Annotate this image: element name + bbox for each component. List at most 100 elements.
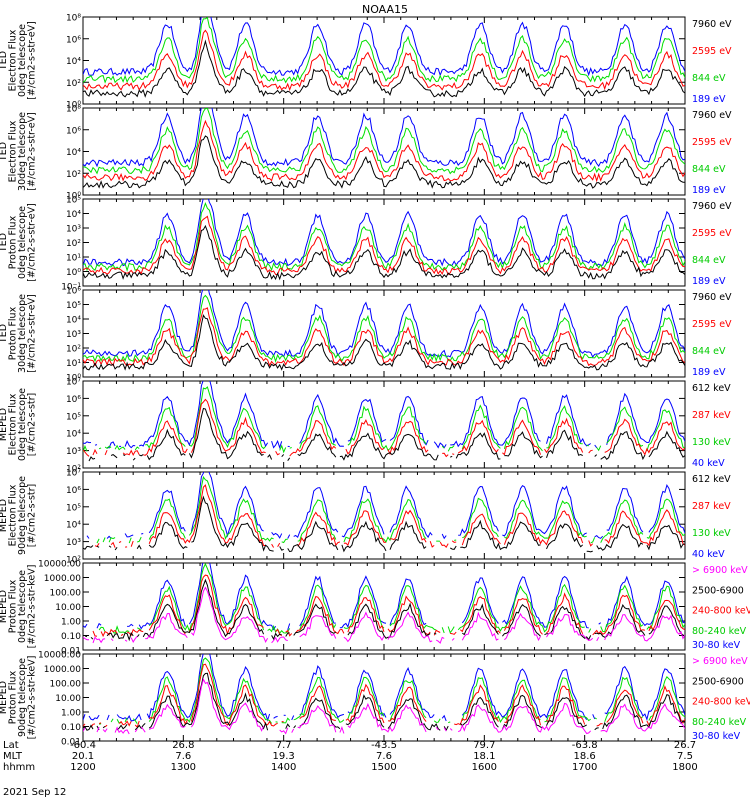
y-tick-label: 10⁸ bbox=[66, 14, 81, 24]
series-trace bbox=[83, 495, 685, 553]
y-axis-label: TEDElectron Flux30deg telescope[#/cm2-s-… bbox=[0, 112, 38, 191]
legend-entry: 189 eV bbox=[692, 276, 726, 287]
legend-entry: 240-800 keV bbox=[692, 606, 750, 617]
y-tick-label: 0.01 bbox=[61, 647, 81, 657]
panel-4: 10⁰ 10¹ 10² 10³ 10⁴ 10⁵ 10⁶ TEDProton Flux30deg… bbox=[0, 287, 732, 384]
y-tick-label: 10⁰ bbox=[66, 374, 81, 384]
y-tick-label: 0.10 bbox=[61, 723, 81, 733]
series-trace bbox=[83, 398, 685, 458]
series-trace bbox=[83, 290, 685, 358]
y-axis-label-line: [#/cm2-s-str-eV] bbox=[27, 203, 38, 282]
y-tick-label: 10¹ bbox=[66, 359, 81, 369]
series-trace bbox=[83, 381, 685, 450]
panel-2: 10⁰ 10² 10⁴ 10⁶ 10⁸ TEDElectron Flux30deg tel… bbox=[0, 105, 732, 202]
y-axis-label-line: Proton Flux bbox=[8, 670, 19, 724]
y-tick-label: 10⁵ bbox=[66, 301, 81, 311]
legend-entry: 130 keV bbox=[692, 528, 731, 539]
y-tick-label: 1.00 bbox=[61, 709, 81, 719]
y-axis-label: TEDProton Flux30deg telescope[#/cm2-s-st… bbox=[0, 294, 38, 373]
footer-cell: 19.3 bbox=[273, 751, 295, 762]
footer-cell: 1200 bbox=[70, 762, 95, 773]
footer-cell: 7.7 bbox=[276, 740, 292, 751]
y-tick-label: 10² bbox=[66, 79, 81, 89]
legend-entry: > 6900 keV bbox=[692, 565, 748, 576]
legend-entry: 7960 eV bbox=[692, 201, 732, 212]
footer-row-label: Lat bbox=[3, 740, 19, 751]
y-tick-label: 10⁵ bbox=[66, 503, 81, 513]
y-axis-label-line: Proton Flux bbox=[8, 579, 19, 633]
y-axis-label-line: TED bbox=[0, 233, 9, 253]
y-tick-label: 10.00 bbox=[55, 694, 81, 704]
series-trace bbox=[83, 314, 685, 371]
y-tick-label: 10⁵ bbox=[66, 196, 81, 206]
series-trace bbox=[84, 578, 685, 642]
series-trace bbox=[83, 29, 685, 92]
footer-cell: -60.4 bbox=[70, 740, 96, 751]
y-tick-label: 10⁴ bbox=[66, 210, 81, 220]
footer-cell: 1700 bbox=[572, 762, 597, 773]
y-axis-label-line: TED bbox=[0, 51, 9, 71]
y-axis-label-line: [#/cm2-s-str-eV] bbox=[27, 21, 38, 100]
footer-row-label: hhmm bbox=[3, 762, 35, 773]
series-trace bbox=[83, 386, 685, 454]
y-axis-label-line: MEPED bbox=[0, 499, 9, 532]
legend-entry: 612 keV bbox=[692, 474, 731, 485]
footer-cell: -63.8 bbox=[572, 740, 598, 751]
y-axis-label-line: MEPED bbox=[0, 408, 9, 441]
footer-cell: 7.6 bbox=[376, 751, 392, 762]
series-trace bbox=[83, 294, 685, 363]
panel-frame bbox=[82, 16, 686, 105]
legend-entry: 7960 eV bbox=[692, 110, 732, 121]
footer-cell: 18.1 bbox=[473, 751, 495, 762]
y-axis-label-line: 30deg telescope bbox=[17, 112, 28, 191]
y-tick-label: 10⁰ bbox=[66, 192, 81, 202]
footer-cell: 79.7 bbox=[473, 740, 495, 751]
y-tick-label: 0.01 bbox=[61, 738, 81, 748]
series-trace bbox=[83, 17, 685, 77]
legend-entry: 844 eV bbox=[692, 164, 726, 175]
y-tick-label: 10⁻¹ bbox=[61, 283, 81, 293]
legend-entry: 189 eV bbox=[692, 185, 726, 196]
legend-entry: 130 keV bbox=[692, 437, 731, 448]
y-axis-label-line: TED bbox=[0, 324, 9, 344]
y-tick-label: 10000.00 bbox=[38, 651, 81, 661]
figure-title: NOAA15 bbox=[362, 3, 408, 16]
y-axis-label-line: 90deg telescope bbox=[17, 476, 28, 555]
series-trace bbox=[83, 586, 685, 644]
y-tick-label: 10⁶ bbox=[66, 126, 81, 136]
series-trace bbox=[83, 108, 685, 175]
series-trace bbox=[94, 484, 685, 549]
series-trace bbox=[83, 654, 685, 722]
legend-entry: 80-240 keV bbox=[692, 717, 747, 728]
y-axis-label-line: Proton Flux bbox=[8, 215, 19, 269]
panel-frame bbox=[82, 471, 686, 560]
panel-8: 0.010.101.0010.00100.001000.0010000.00ME… bbox=[0, 651, 750, 748]
footer-cell: 1800 bbox=[672, 762, 697, 773]
footer-cell: 7.5 bbox=[677, 751, 693, 762]
y-tick-label: 10⁴ bbox=[66, 57, 81, 67]
y-tick-label: 10¹ bbox=[66, 254, 81, 264]
footer-cell: 20.1 bbox=[72, 751, 94, 762]
footer-cell: 26.7 bbox=[674, 740, 696, 751]
legend-entry: 80-240 keV bbox=[692, 626, 747, 637]
y-axis-label: TEDProton Flux0deg telescope[#/cm2-s-str… bbox=[0, 203, 38, 282]
legend-entry: 844 eV bbox=[692, 255, 726, 266]
footer-cell: 1400 bbox=[271, 762, 296, 773]
legend-entry: > 6900 keV bbox=[692, 656, 748, 667]
y-axis-label: MEPEDElectron Flux90deg telescope[#/cm2-… bbox=[0, 476, 38, 555]
y-axis-label-line: MEPED bbox=[0, 681, 9, 714]
y-tick-label: 1.00 bbox=[61, 618, 81, 628]
legend-entry: 2595 eV bbox=[692, 228, 732, 239]
y-tick-label: 10000.00 bbox=[38, 560, 81, 570]
y-axis-label: MEPEDProton Flux0deg telescope[#/cm2-s-s… bbox=[0, 565, 38, 649]
series-trace bbox=[83, 201, 685, 273]
panel-frame bbox=[82, 289, 686, 378]
series-trace bbox=[88, 407, 685, 462]
y-axis-label-line: [#/cm2-s-str-keV] bbox=[27, 656, 38, 740]
panel-1: 10⁰ 10² 10⁴ 10⁶ 10⁸ TEDElectron Flux0deg tele… bbox=[0, 14, 732, 111]
y-tick-label: 10² bbox=[66, 465, 81, 475]
panel-3: 10⁻¹ 10⁰ 10¹ 10² 10³ 10⁴ 10⁵ TEDProton Flux0deg… bbox=[0, 196, 732, 293]
y-tick-label: 10⁸ bbox=[66, 105, 81, 115]
panel-frame bbox=[82, 653, 686, 742]
